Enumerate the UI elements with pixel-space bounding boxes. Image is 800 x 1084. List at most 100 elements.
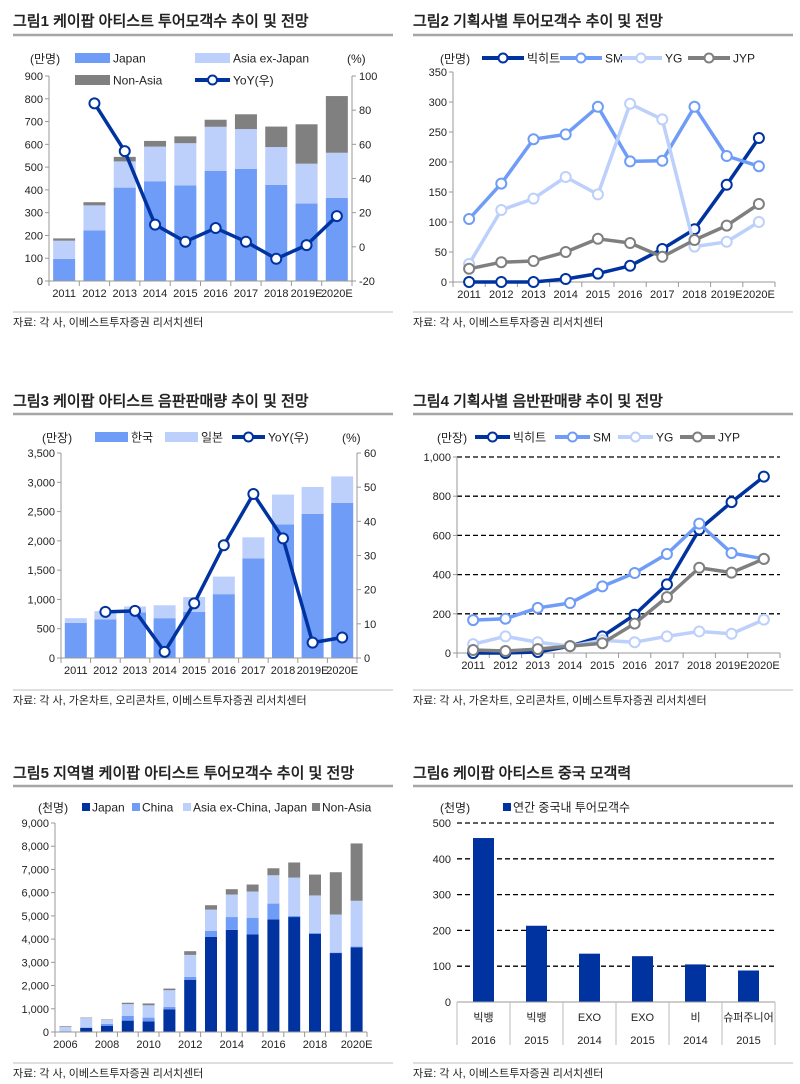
legend-label: Asia ex-China, Japan [193, 801, 307, 815]
bar-china [205, 930, 217, 937]
legend-marker [567, 431, 578, 443]
x-tick-label: 2019E [291, 288, 323, 300]
figure-title: 그림5 지역별 케이팝 아티스트 투어모객수 추이 및 전망 [13, 764, 354, 782]
y-axis-unit: (만장) [437, 431, 467, 445]
x-tick-label-artist: EXO [631, 1012, 655, 1024]
source-note: 자료: 각 사, 가온차트, 오리콘차트, 이베스트투자증권 리서치센터 [413, 694, 707, 707]
bar-연간-중국내-투어모객수 [526, 925, 547, 1002]
bar-japan [144, 181, 167, 281]
bar-한국 [124, 612, 146, 658]
x-tick-label: 2018 [682, 289, 706, 301]
x-tick-label: 2019E [711, 289, 743, 301]
point-marker [564, 640, 577, 653]
point-marker [467, 644, 480, 657]
y-tick-label: 0 [441, 277, 447, 289]
y2-tick-label: 40 [359, 174, 371, 186]
y-tick-label: 400 [433, 570, 451, 582]
bar-asia-ex-china,-japan [59, 1026, 72, 1032]
y-tick-label: 3,500 [27, 448, 55, 460]
y-tick-label: 100 [433, 961, 451, 973]
legend-label: Non-Asia [113, 74, 163, 88]
point-marker [527, 192, 540, 205]
bar-일본 [212, 576, 235, 595]
point-marker [596, 580, 609, 593]
point-marker [720, 219, 733, 232]
point-marker [277, 532, 289, 545]
point-marker [693, 517, 706, 530]
point-marker [693, 561, 706, 574]
y-tick-label: 1,000 [21, 1004, 49, 1016]
line-빅히트 [469, 137, 761, 284]
legend-label: YG [665, 52, 682, 66]
bar-한국 [153, 618, 176, 658]
legend-item: 한국 [95, 431, 153, 445]
bar-china [309, 932, 321, 934]
point-marker [559, 273, 572, 285]
legend-marker [497, 52, 509, 64]
legend-swatch [82, 803, 90, 811]
legend-swatch [132, 803, 140, 811]
x-tick-label: 2016 [622, 660, 646, 672]
point-marker [688, 100, 701, 113]
y-tick-label: 2,000 [21, 981, 49, 993]
x-tick-label-artist: 비 [690, 1011, 700, 1024]
point-marker [467, 614, 480, 627]
legend-marker [630, 431, 641, 443]
bar-asia-ex-china,-japan [246, 891, 259, 918]
bar-일본 [331, 476, 354, 503]
legend-label: 한국 [131, 431, 153, 445]
legend-marker [635, 52, 647, 64]
bar-asia-ex-china,-japan [205, 909, 217, 931]
x-tick-label: 2016 [203, 288, 227, 300]
bar-asia-ex-china,-japan [80, 1018, 93, 1028]
point-marker [725, 627, 738, 640]
legend-item: YG [618, 431, 673, 445]
y-tick-label: 2,000 [27, 536, 55, 548]
point-marker [495, 177, 508, 190]
legend-marker [703, 52, 715, 64]
point-marker [591, 100, 604, 113]
x-tick-label: 2011 [461, 660, 485, 672]
point-marker [660, 578, 673, 591]
legend-swatch [165, 432, 198, 442]
point-marker [624, 97, 637, 110]
source-note: 자료: 각 사, 이베스트투자증권 리서치센터 [413, 316, 603, 329]
legend-label: Non-Asia [322, 801, 372, 815]
y-tick-label: 2,500 [27, 507, 55, 519]
x-tick-label-artist: 빅뱅 [473, 1011, 493, 1024]
y2-tick-label: 50 [364, 482, 376, 494]
legend-item: Japan [82, 801, 125, 815]
bar-china [184, 976, 197, 980]
point-marker [656, 154, 669, 167]
x-tick-label: 2011 [64, 665, 88, 677]
legend-swatch [183, 803, 191, 811]
y-tick-label: 1,000 [423, 452, 451, 464]
line-sm [473, 521, 765, 622]
bar-일본 [153, 605, 176, 619]
legend-marker [575, 52, 587, 64]
y-tick-label: 250 [429, 127, 447, 139]
legend-item: 빅히트 [482, 52, 560, 66]
y2-tick-label: 0 [364, 653, 370, 665]
y-tick-label: 50 [435, 247, 447, 259]
point-marker [624, 155, 637, 168]
point-marker [531, 643, 544, 656]
point-marker [725, 496, 738, 509]
bar-asia-ex-china,-japan [350, 900, 363, 947]
legend-label: Japan [113, 52, 146, 66]
bar-japan [113, 187, 136, 281]
point-marker [688, 234, 701, 246]
point-marker [499, 630, 512, 643]
x-tick-label: 2020E [321, 288, 353, 300]
x-tick-label: 2015 [586, 289, 610, 301]
point-marker [99, 605, 112, 618]
point-marker [656, 113, 669, 126]
source-note: 자료: 각 사, 이베스트투자증권 리서치센터 [413, 1067, 603, 1080]
x-tick-label-year: 2015 [524, 1035, 548, 1047]
bar-asia-ex-china,-japan [142, 1005, 155, 1018]
legend-swatch [312, 803, 320, 811]
bar-non-asia [142, 1003, 155, 1006]
x-tick-label: 2020E [326, 665, 358, 677]
